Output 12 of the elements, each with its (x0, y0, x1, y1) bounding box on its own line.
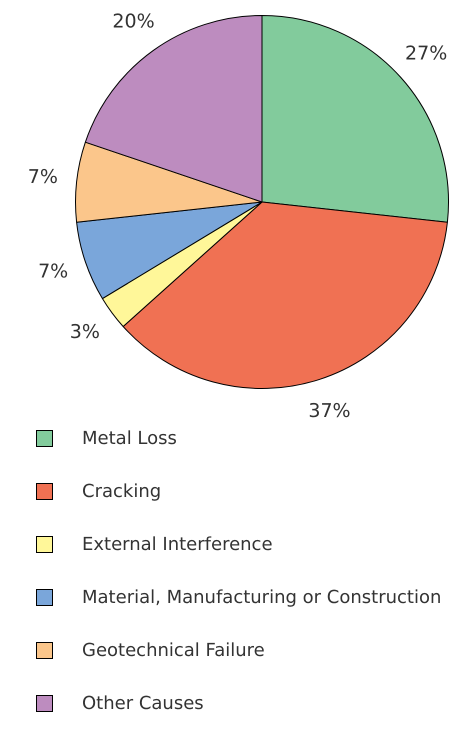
legend-label: External Interference (82, 534, 273, 555)
data-label: 3% (70, 321, 100, 344)
data-label: 7% (28, 166, 58, 188)
data-label: 7% (38, 260, 68, 283)
legend-label: Material, Manufacturing or Construction (82, 587, 442, 608)
legend-label: Metal Loss (82, 428, 177, 449)
legend-label: Cracking (82, 481, 162, 502)
data-label: 27% (405, 42, 448, 65)
legend-label: Geotechnical Failure (82, 640, 265, 661)
legend-label: Other Causes (82, 693, 204, 714)
data-label: 37% (308, 400, 351, 422)
data-label: 20% (112, 10, 155, 33)
